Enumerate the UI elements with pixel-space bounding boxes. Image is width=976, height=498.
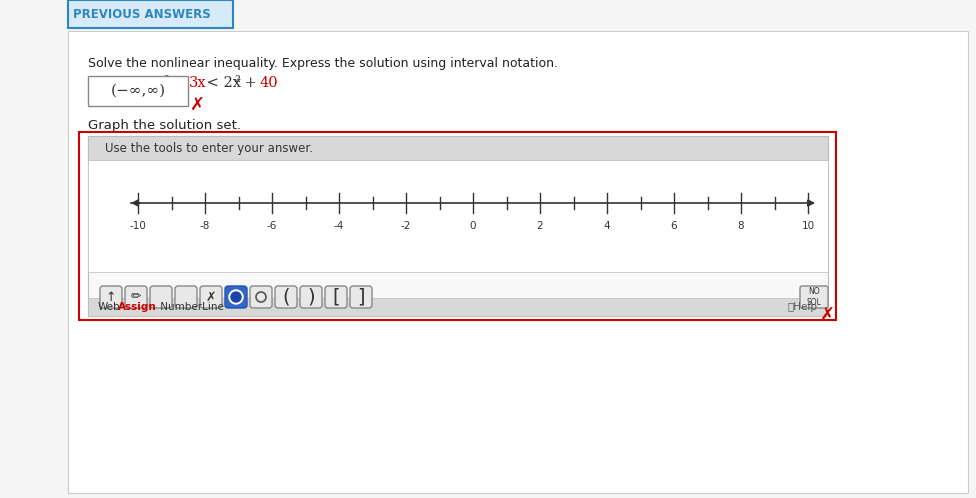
Text: PREVIOUS ANSWERS: PREVIOUS ANSWERS [73, 7, 211, 20]
Text: -6: -6 [266, 221, 277, 231]
FancyBboxPatch shape [800, 286, 828, 308]
Text: ✗: ✗ [820, 306, 834, 324]
FancyBboxPatch shape [350, 286, 372, 308]
Text: (: ( [282, 287, 290, 306]
Text: 3x: 3x [188, 76, 206, 90]
Text: 8: 8 [738, 221, 745, 231]
Bar [79, 132, 836, 320]
FancyBboxPatch shape [325, 286, 347, 308]
Text: NO
SOL: NO SOL [806, 287, 822, 307]
Text: < 2x: < 2x [201, 76, 240, 90]
Text: NumberLine: NumberLine [157, 302, 224, 312]
Text: ²: ² [234, 76, 240, 90]
Text: Solve the nonlinear inequality. Express the solution using interval notation.: Solve the nonlinear inequality. Express … [88, 56, 558, 70]
FancyBboxPatch shape [175, 286, 197, 308]
Text: Graph the solution set.: Graph the solution set. [88, 119, 241, 131]
FancyBboxPatch shape [150, 286, 172, 308]
Text: ): ) [307, 287, 315, 306]
Text: 6: 6 [671, 221, 677, 231]
Text: -8: -8 [200, 221, 210, 231]
FancyBboxPatch shape [250, 286, 272, 308]
Bar [88, 136, 828, 316]
Text: 40: 40 [260, 76, 278, 90]
Bar [88, 160, 828, 272]
Text: ↑: ↑ [105, 290, 116, 303]
Text: 10: 10 [801, 221, 815, 231]
FancyBboxPatch shape [200, 286, 222, 308]
Text: 4: 4 [604, 221, 610, 231]
Text: 2: 2 [537, 221, 544, 231]
Text: [: [ [332, 287, 340, 306]
Text: Web: Web [98, 302, 121, 312]
Bar [88, 136, 828, 160]
Bar [68, 0, 233, 28]
Text: Use the tools to enter your answer.: Use the tools to enter your answer. [105, 141, 313, 154]
Text: -2: -2 [401, 221, 411, 231]
Text: ⓘHelp: ⓘHelp [788, 302, 818, 312]
FancyBboxPatch shape [225, 286, 247, 308]
Text: ✗: ✗ [189, 96, 205, 114]
Bar [88, 298, 828, 316]
Text: (−∞,∞): (−∞,∞) [110, 84, 166, 98]
Text: 3x: 3x [150, 76, 168, 90]
Circle shape [231, 292, 241, 302]
FancyBboxPatch shape [300, 286, 322, 308]
Text: ✏: ✏ [131, 290, 142, 303]
FancyBboxPatch shape [100, 286, 122, 308]
Text: ²: ² [163, 76, 169, 90]
Text: ]: ] [357, 287, 365, 306]
Text: Assign: Assign [118, 302, 157, 312]
Text: ✗: ✗ [206, 290, 217, 303]
Circle shape [255, 291, 267, 303]
Text: –: – [169, 76, 185, 90]
Bar [88, 76, 188, 106]
Text: 0: 0 [469, 221, 476, 231]
FancyBboxPatch shape [275, 286, 297, 308]
Text: +: + [240, 76, 262, 90]
FancyBboxPatch shape [125, 286, 147, 308]
Text: -4: -4 [334, 221, 345, 231]
Circle shape [229, 290, 243, 304]
Text: -10: -10 [130, 221, 146, 231]
